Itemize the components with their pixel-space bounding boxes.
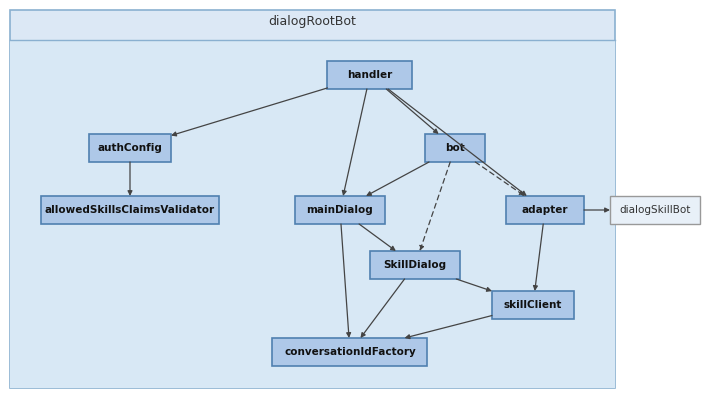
Text: dialogSkillBot: dialogSkillBot: [619, 205, 691, 215]
FancyBboxPatch shape: [273, 338, 428, 366]
FancyBboxPatch shape: [10, 10, 615, 388]
FancyBboxPatch shape: [492, 291, 574, 319]
FancyBboxPatch shape: [506, 196, 584, 224]
Text: mainDialog: mainDialog: [307, 205, 373, 215]
FancyBboxPatch shape: [370, 251, 460, 279]
FancyBboxPatch shape: [41, 196, 219, 224]
FancyBboxPatch shape: [10, 40, 615, 388]
FancyBboxPatch shape: [89, 134, 171, 162]
FancyBboxPatch shape: [425, 134, 485, 162]
Text: SkillDialog: SkillDialog: [384, 260, 447, 270]
FancyBboxPatch shape: [295, 196, 385, 224]
Text: handler: handler: [347, 70, 393, 80]
Text: skillClient: skillClient: [504, 300, 562, 310]
FancyBboxPatch shape: [328, 61, 413, 89]
Text: adapter: adapter: [522, 205, 568, 215]
Text: allowedSkillsClaimsValidator: allowedSkillsClaimsValidator: [45, 205, 215, 215]
Text: bot: bot: [445, 143, 465, 153]
Text: authConfig: authConfig: [98, 143, 162, 153]
Text: conversationIdFactory: conversationIdFactory: [284, 347, 416, 357]
Text: dialogRootBot: dialogRootBot: [268, 16, 357, 28]
FancyBboxPatch shape: [610, 196, 700, 224]
